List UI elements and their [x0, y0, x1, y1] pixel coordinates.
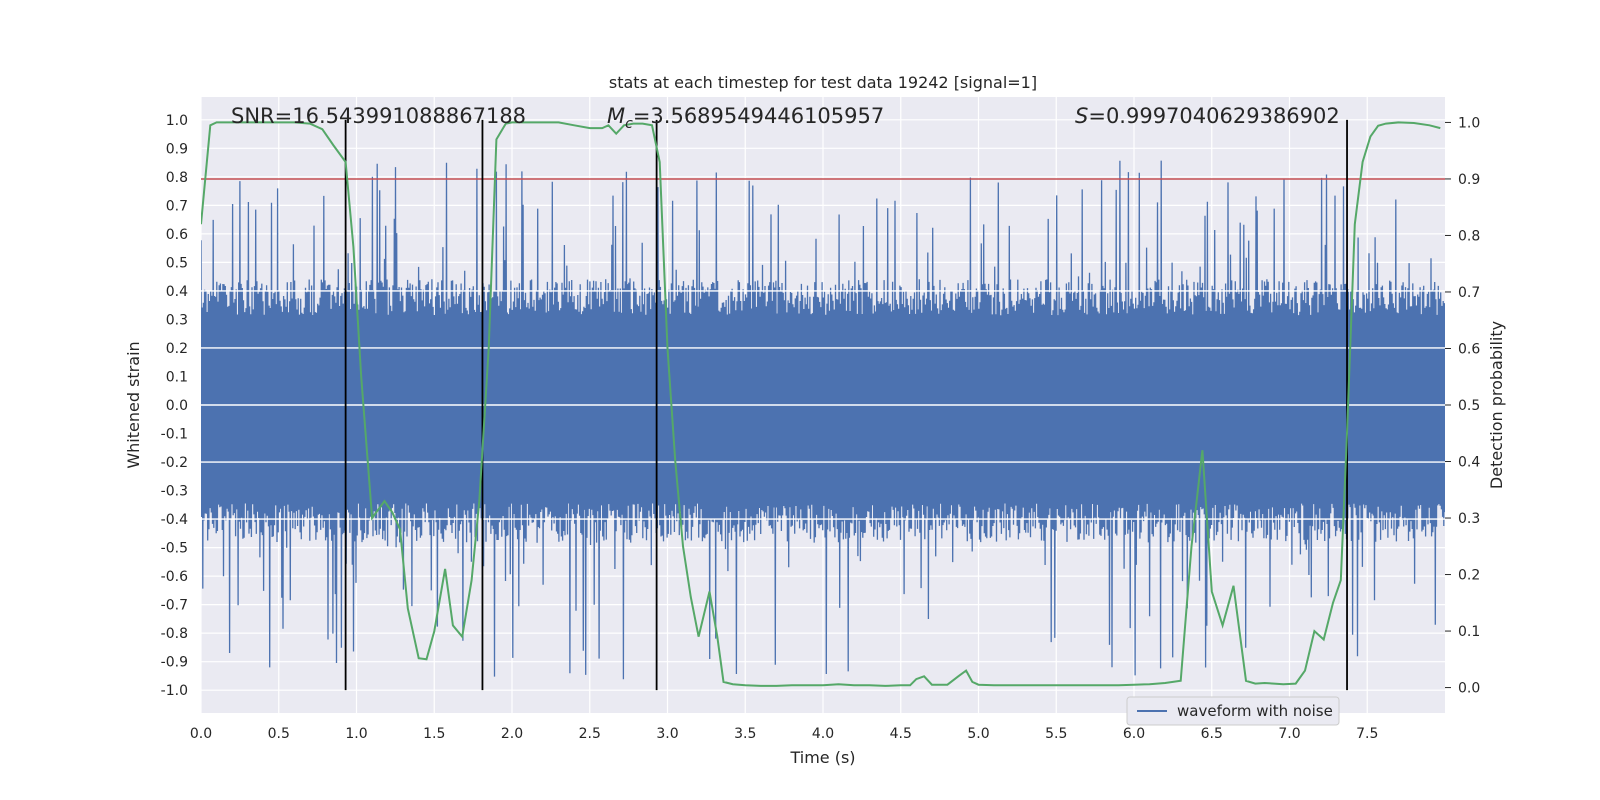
x-axis-label: Time (s)	[789, 748, 855, 767]
x-tick-label: 6.5	[1201, 726, 1223, 742]
horizontal-reference-lines	[201, 290, 1445, 520]
legend: waveform with noise	[1126, 696, 1340, 726]
event-markers	[344, 119, 1348, 691]
chirp-mass-symbol: M	[607, 104, 625, 128]
legend-box	[1126, 696, 1340, 726]
chart-title: stats at each timestep for test data 192…	[609, 73, 1037, 92]
y-tick-label: -0.5	[161, 541, 188, 557]
y-tick-label: -0.3	[161, 484, 188, 500]
x-tick-label: 4.0	[812, 726, 834, 742]
chirp-mass-subscript: c	[625, 116, 633, 132]
y-tick-label: -1.0	[161, 683, 188, 699]
y-tick-label: 0.5	[166, 255, 188, 271]
y-axis-ticks: 1.0 0.9 0.8 0.7 0.6 0.5 0.4 0.3 0.2 0.1 0.0 -0.1 -0.…	[161, 113, 188, 699]
x-tick-label: 3.5	[734, 726, 756, 742]
y2-tick-label: 0.5	[1458, 398, 1480, 414]
y2-tick-label: 0.3	[1458, 511, 1480, 527]
y2-tick-label: 1.0	[1458, 115, 1480, 131]
y-tick-label: -0.6	[161, 569, 188, 585]
y2-axis-label: Detection probability	[1487, 321, 1506, 489]
y-tick-label: 0.9	[166, 141, 188, 157]
snr-annotation: SNR=16.543991088867188	[231, 104, 526, 128]
detection-probability-series	[201, 121, 1441, 687]
waveform-line	[201, 160, 1445, 680]
x-tick-label: 5.5	[1045, 726, 1067, 742]
x-tick-label: 1.5	[423, 726, 445, 742]
y-tick-label: 0.7	[166, 198, 188, 214]
x-tick-label: 2.0	[501, 726, 523, 742]
x-tick-label: 0.5	[268, 726, 290, 742]
y2-tick-label: 0.1	[1458, 624, 1480, 640]
x-tick-label: 5.0	[967, 726, 989, 742]
y2-tick-label: 0.6	[1458, 341, 1480, 357]
y-tick-label: 0.1	[166, 369, 188, 385]
statistic-value: =0.9997040629386902	[1088, 104, 1339, 128]
y2-tick-label: 0.4	[1458, 455, 1480, 471]
y-tick-label: 0.8	[166, 170, 188, 186]
statistic-annotation: S=0.9997040629386902	[1075, 104, 1340, 128]
x-axis-ticks: 0.0 0.5 1.0 1.5 2.0 2.5 3.0 3.5 4.0 4.5 5.0 5.5 6.0 6…	[190, 726, 1379, 742]
y-tick-label: -0.1	[161, 427, 188, 443]
x-tick-label: 0.0	[190, 726, 212, 742]
chirp-mass-value: =3.5689549446105957	[633, 104, 884, 128]
y-tick-label: -0.2	[161, 455, 188, 471]
y2-tick-label: 0.7	[1458, 285, 1480, 301]
y-tick-label: 0.3	[166, 312, 188, 328]
x-tick-label: 4.5	[890, 726, 912, 742]
y-tick-label: 1.0	[166, 113, 188, 129]
y2-tick-label: 0.2	[1458, 568, 1480, 584]
y2-tick-label: 0.8	[1458, 228, 1480, 244]
y-tick-label: 0.2	[166, 341, 188, 357]
x-tick-label: 3.0	[656, 726, 678, 742]
y-tick-label: 0.4	[166, 284, 188, 300]
statistic-symbol: S	[1075, 104, 1088, 128]
x-tick-label: 7.0	[1278, 726, 1300, 742]
y-tick-label: -0.7	[161, 598, 188, 614]
y-tick-label: 0.0	[166, 398, 188, 414]
y2-tick-label: 0.0	[1458, 681, 1480, 697]
x-tick-label: 7.5	[1356, 726, 1378, 742]
x-tick-label: 6.0	[1123, 726, 1145, 742]
y-tick-label: -0.4	[161, 512, 188, 528]
y-axis-label: Whitened strain	[124, 341, 143, 468]
x-tick-label: 2.5	[579, 726, 601, 742]
waveform-series	[201, 160, 1445, 680]
legend-label: waveform with noise	[1177, 702, 1333, 720]
y-tick-label: 0.6	[166, 227, 188, 243]
chirp-mass-annotation: Mc=3.5689549446105957	[607, 104, 884, 132]
y-tick-label: -0.8	[161, 626, 188, 642]
detection-probability-line	[201, 121, 1441, 687]
y2-tick-label: 0.9	[1458, 172, 1480, 188]
y2-axis-ticks: 1.0 0.9 0.8 0.7 0.6 0.5 0.4 0.3 0.2 0.1 0.0	[1445, 115, 1480, 697]
y-tick-label: -0.9	[161, 655, 188, 671]
x-tick-label: 1.0	[345, 726, 367, 742]
